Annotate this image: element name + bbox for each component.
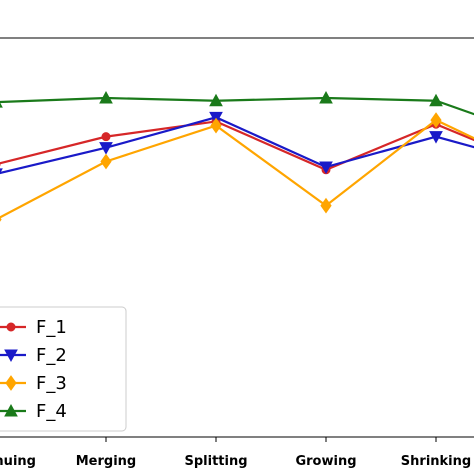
legend-swatch-marker	[6, 322, 16, 332]
legend-label: F_3	[36, 373, 67, 394]
legend-frame	[0, 306, 127, 432]
data-point	[209, 93, 223, 107]
series-line	[0, 96, 474, 116]
data-point	[0, 168, 3, 174]
data-point	[100, 153, 112, 170]
legend-item: F_3	[0, 373, 67, 394]
data-point	[320, 197, 332, 214]
legend: F_1 F_2 F_3 F_4	[0, 306, 127, 432]
data-point	[429, 131, 443, 144]
x-tick-label: Growing	[295, 454, 356, 469]
legend-item: F_2	[0, 345, 67, 366]
data-point	[101, 132, 111, 142]
x-tick-label: Continuing	[0, 454, 36, 469]
legend-label: F_2	[36, 345, 67, 366]
legend-swatch-marker	[4, 403, 18, 417]
data-point	[319, 90, 333, 104]
data-point	[429, 93, 443, 107]
legend-item: F_1	[0, 317, 67, 338]
legend-item: F_4	[0, 401, 67, 422]
series-f3	[0, 112, 474, 222]
legend-swatch-marker	[4, 349, 18, 363]
legend-label: F_1	[36, 317, 67, 338]
legend-swatch-marker	[5, 375, 17, 391]
x-tick-label: Merging	[76, 454, 137, 469]
series-f4	[0, 90, 474, 116]
data-point	[319, 161, 333, 175]
series-layer	[0, 90, 474, 222]
x-tick-label: Shrinking	[401, 454, 471, 469]
data-point	[210, 117, 222, 134]
data-point	[0, 217, 2, 222]
data-point	[0, 102, 3, 108]
data-point	[99, 90, 113, 104]
series-line	[0, 118, 474, 219]
legend-label: F_4	[36, 401, 67, 422]
series-line	[0, 116, 474, 175]
series-line	[0, 120, 474, 171]
data-point	[99, 142, 113, 155]
x-tick-label: Splitting	[184, 454, 247, 469]
data-point	[430, 112, 442, 128]
x-axis-ticks: Continuing Merging Splitting Growing Shrinki…	[0, 437, 471, 469]
